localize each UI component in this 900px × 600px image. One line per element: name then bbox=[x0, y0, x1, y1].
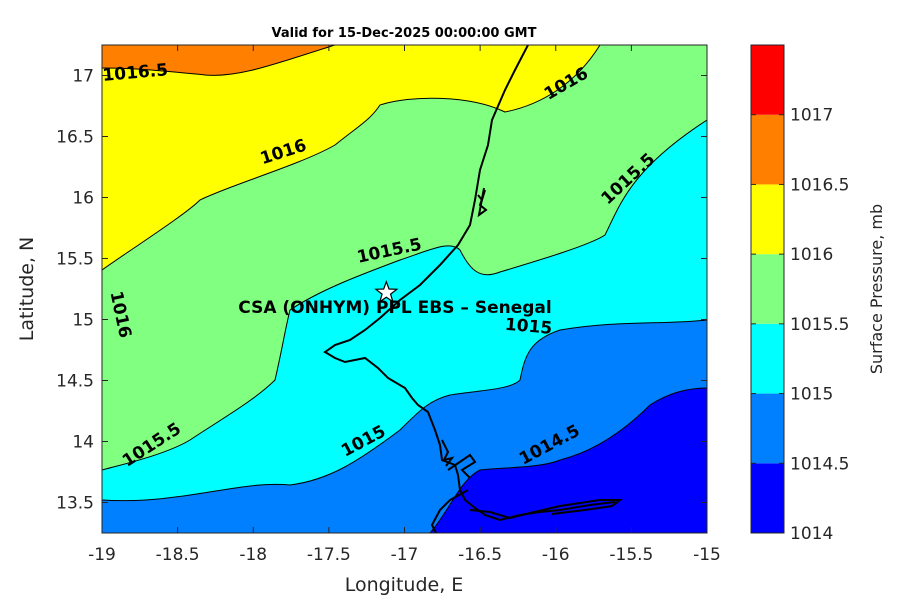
level-1016.5-1017-band bbox=[102, 45, 335, 76]
colorbar-segment bbox=[751, 254, 784, 324]
colorbar-segment bbox=[751, 323, 784, 394]
colorbar-tick-label: 1017 bbox=[790, 106, 833, 126]
x-tick-label: -16 bbox=[542, 545, 570, 565]
colorbar-segment bbox=[751, 184, 784, 255]
colorbar-tick-label: 1014 bbox=[790, 524, 833, 544]
x-tick-label: -17.5 bbox=[307, 545, 351, 565]
y-tick-label: 14 bbox=[72, 433, 94, 453]
colorbar-segment-top bbox=[751, 45, 784, 115]
colorbar-segment bbox=[751, 463, 784, 533]
level-1014-1014.5-band bbox=[430, 388, 707, 533]
coastline bbox=[323, 45, 623, 533]
y-tick-label: 17 bbox=[72, 67, 94, 87]
colorbar-title: Surface Pressure, mb bbox=[867, 204, 886, 374]
chart-title: Valid for 15-Dec-2025 00:00:00 GMT bbox=[272, 26, 537, 41]
x-tick-label: -15 bbox=[693, 545, 721, 565]
site-star-icon bbox=[374, 279, 399, 304]
colorbar-frame bbox=[750, 44, 785, 534]
colorbar-tick-label: 1014.5 bbox=[790, 454, 849, 474]
y-tick-label: 14.5 bbox=[56, 372, 94, 392]
contour-label: 1015 bbox=[504, 315, 553, 339]
site-label: CSA (ONHYM) PPL EBS – Senegal bbox=[238, 298, 551, 318]
y-axis-title: Latitude, N bbox=[16, 237, 38, 342]
y-tick-label: 16.5 bbox=[56, 128, 94, 148]
contour-lines bbox=[102, 45, 707, 533]
x-axis-title: Longitude, E bbox=[345, 574, 464, 596]
x-axis: -19 -18.5 -18 -17.5 -17 -16.5 -16 -15.5 -15 bbox=[88, 45, 721, 565]
y-tick-label: 15 bbox=[72, 311, 94, 331]
x-tick-label: -16.5 bbox=[458, 545, 502, 565]
colorbar-segment bbox=[751, 393, 784, 464]
y-tick-label: 13.5 bbox=[56, 494, 94, 514]
x-tick-label: -18.5 bbox=[156, 545, 200, 565]
y-tick-label: 15.5 bbox=[56, 250, 94, 270]
x-tick-label: -15.5 bbox=[609, 545, 653, 565]
colorbar-tick-label: 1016.5 bbox=[790, 175, 849, 195]
y-axis: 13.5 14 14.5 15 15.5 16 16.5 17 bbox=[56, 67, 707, 514]
x-tick-label: -18 bbox=[239, 545, 267, 565]
x-tick-label: -19 bbox=[88, 545, 116, 565]
y-tick-label: 16 bbox=[72, 189, 94, 209]
colorbar-tick-label: 1015 bbox=[790, 385, 833, 405]
colorbar-segment bbox=[751, 114, 784, 185]
colorbar-tick-label: 1015.5 bbox=[790, 315, 849, 335]
colorbar-tick-label: 1016 bbox=[790, 245, 833, 265]
x-tick-label: -17 bbox=[391, 545, 419, 565]
colorbar: 1014 1014.5 1015 1015.5 1016 1016.5 1017 bbox=[750, 44, 849, 544]
